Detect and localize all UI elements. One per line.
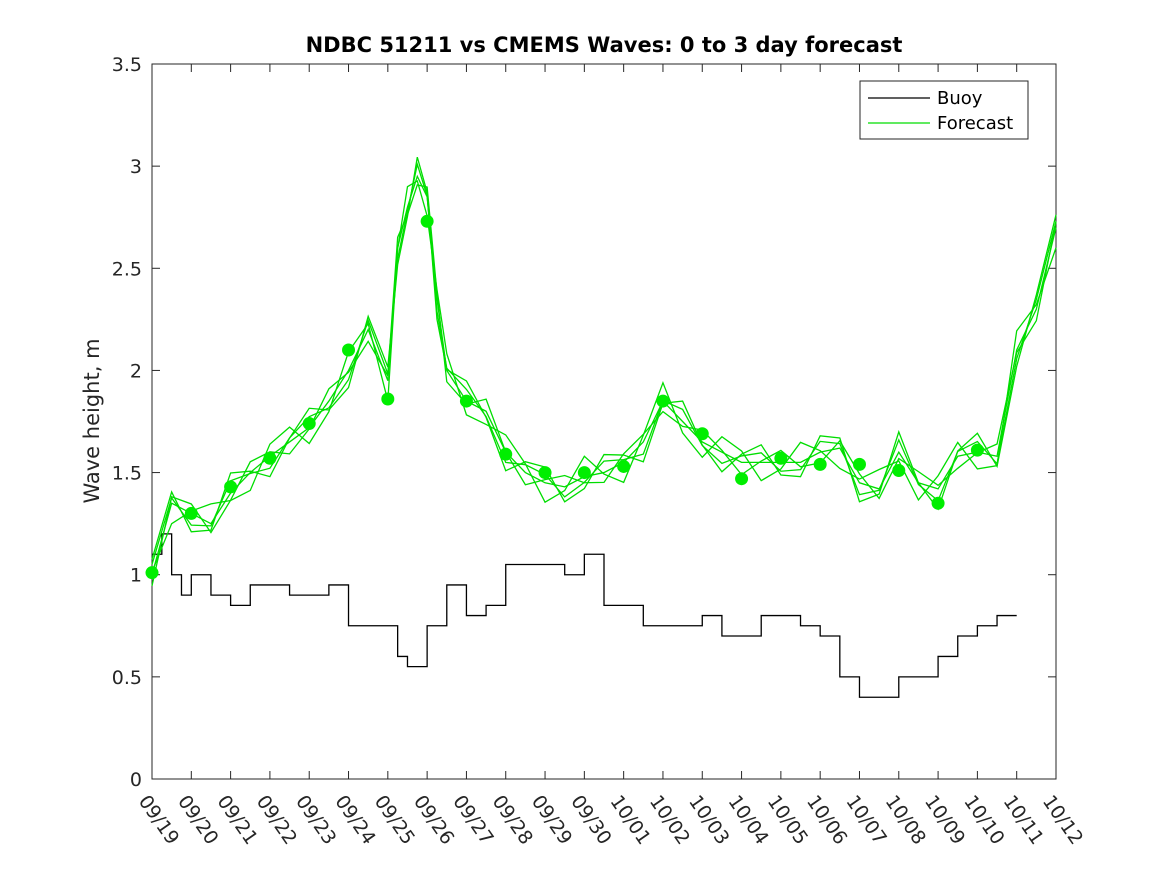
y-tick-label: 0.5: [112, 667, 142, 689]
forecast-marker: [420, 214, 434, 228]
x-tick-label: 10/12: [1038, 791, 1087, 848]
forecast-marker: [538, 466, 552, 480]
x-tick-label: 09/25: [370, 791, 419, 848]
forecast-marker: [695, 427, 709, 441]
y-tick-label: 3.5: [112, 54, 142, 76]
forecast-marker: [459, 394, 473, 408]
buoy-series-line: [152, 533, 1017, 698]
x-tick-label: 09/26: [409, 791, 458, 848]
forecast-marker: [302, 417, 316, 431]
forecast-series-line: [151, 161, 1057, 565]
y-tick-label: 1.5: [112, 463, 142, 485]
forecast-marker: [931, 496, 945, 510]
forecast-marker: [224, 480, 238, 494]
forecast-marker: [145, 566, 159, 580]
y-tick-label: 1: [130, 565, 142, 587]
legend: Buoy Forecast: [859, 80, 1029, 140]
x-tick-label: 10/06: [802, 791, 851, 848]
x-tick-label: 09/27: [448, 791, 497, 848]
x-tick-label: 10/05: [763, 791, 812, 848]
x-tick-label: 09/28: [488, 791, 537, 848]
x-tick-label: 10/02: [645, 791, 694, 848]
forecast-marker: [577, 466, 591, 480]
plot-area: [151, 63, 1057, 780]
forecast-marker: [617, 459, 631, 473]
chart-title: NDBC 51211 vs CMEMS Waves: 0 to 3 day fo…: [306, 33, 903, 57]
x-tick-label: 09/30: [566, 791, 615, 848]
y-tick-label: 3: [130, 156, 142, 178]
forecast-marker: [892, 464, 906, 478]
forecast-marker: [342, 343, 356, 357]
x-tick-label: 10/07: [841, 791, 890, 848]
forecast-series-line: [151, 179, 1057, 573]
x-tick-label: 09/23: [291, 791, 340, 848]
x-tick-label: 10/08: [881, 791, 930, 848]
x-tick-label: 09/21: [213, 791, 262, 848]
y-axis-label: Wave height, m: [80, 338, 104, 503]
forecast-marker: [499, 447, 513, 461]
forecast-series-line: [151, 156, 1057, 560]
x-tick-label: 09/24: [330, 791, 379, 848]
legend-label-buoy: Buoy: [937, 88, 983, 109]
x-tick-label: 09/22: [252, 791, 301, 848]
x-tick-label: 10/10: [959, 791, 1008, 848]
x-tick-label: 10/03: [684, 791, 733, 848]
legend-box: [859, 80, 1029, 140]
forecast-marker: [656, 394, 670, 408]
forecast-marker: [813, 457, 827, 471]
x-tick-label: 10/01: [606, 791, 655, 848]
x-tick-label: 09/19: [134, 791, 183, 848]
x-tick-label: 10/11: [999, 791, 1048, 848]
x-tick-label: 09/29: [527, 791, 576, 848]
forecast-marker: [852, 457, 866, 471]
forecast-marker: [263, 451, 277, 465]
forecast-marker: [184, 506, 198, 520]
forecast-marker: [735, 472, 749, 486]
forecast-markers: [145, 214, 984, 580]
legend-label-forecast: Forecast: [937, 113, 1013, 134]
forecast-marker: [774, 451, 788, 465]
x-tick-label: 09/20: [173, 791, 222, 848]
forecast-marker: [970, 443, 984, 457]
x-tick-label: 10/04: [723, 791, 772, 848]
y-tick-label: 0: [130, 769, 142, 791]
y-tick-label: 2.5: [112, 258, 142, 280]
x-tick-label: 10/09: [920, 791, 969, 848]
y-tick-label: 2: [130, 360, 142, 382]
y-axis: 0 0.5 1 1.5 2 2.5 3 3.5: [112, 54, 1056, 791]
forecast-marker: [381, 392, 395, 406]
